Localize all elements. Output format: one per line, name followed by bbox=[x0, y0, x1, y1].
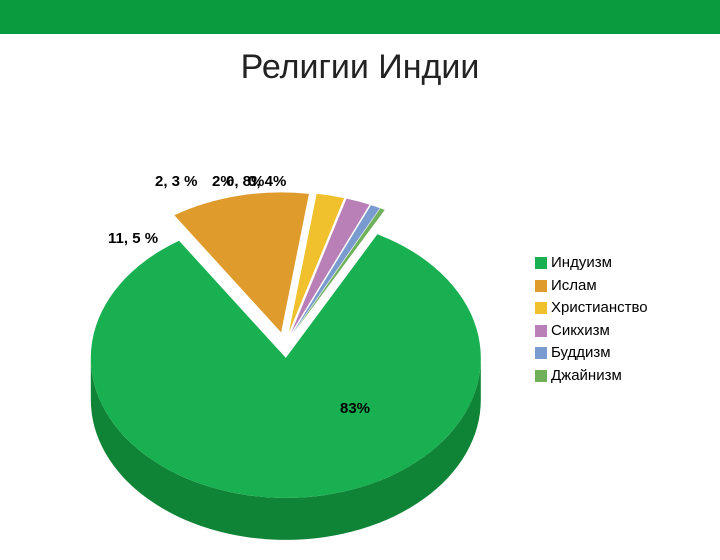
legend-item: Христианство bbox=[535, 297, 648, 320]
legend-swatch bbox=[535, 280, 547, 292]
legend-swatch bbox=[535, 325, 547, 337]
data-label: 2, 3 % bbox=[155, 173, 198, 190]
legend-label: Сикхизм bbox=[551, 320, 610, 343]
legend-item: Джайнизм bbox=[535, 365, 648, 388]
legend-label: Джайнизм bbox=[551, 365, 622, 388]
legend-label: Христианство bbox=[551, 297, 648, 320]
legend-label: Индуизм bbox=[551, 252, 612, 275]
legend-label: Буддизм bbox=[551, 342, 611, 365]
legend-swatch bbox=[535, 370, 547, 382]
legend-swatch bbox=[535, 302, 547, 314]
legend-swatch bbox=[535, 347, 547, 359]
legend-item: Индуизм bbox=[535, 252, 648, 275]
data-label: 83% bbox=[340, 400, 370, 417]
legend: ИндуизмИсламХристианствоСикхизмБуддизмДж… bbox=[535, 252, 648, 387]
legend-item: Буддизм bbox=[535, 342, 648, 365]
legend-item: Ислам bbox=[535, 275, 648, 298]
legend-item: Сикхизм bbox=[535, 320, 648, 343]
legend-label: Ислам bbox=[551, 275, 597, 298]
legend-swatch bbox=[535, 257, 547, 269]
data-label: 11, 5 % bbox=[108, 230, 158, 247]
data-label: 0, 4% bbox=[248, 173, 286, 190]
